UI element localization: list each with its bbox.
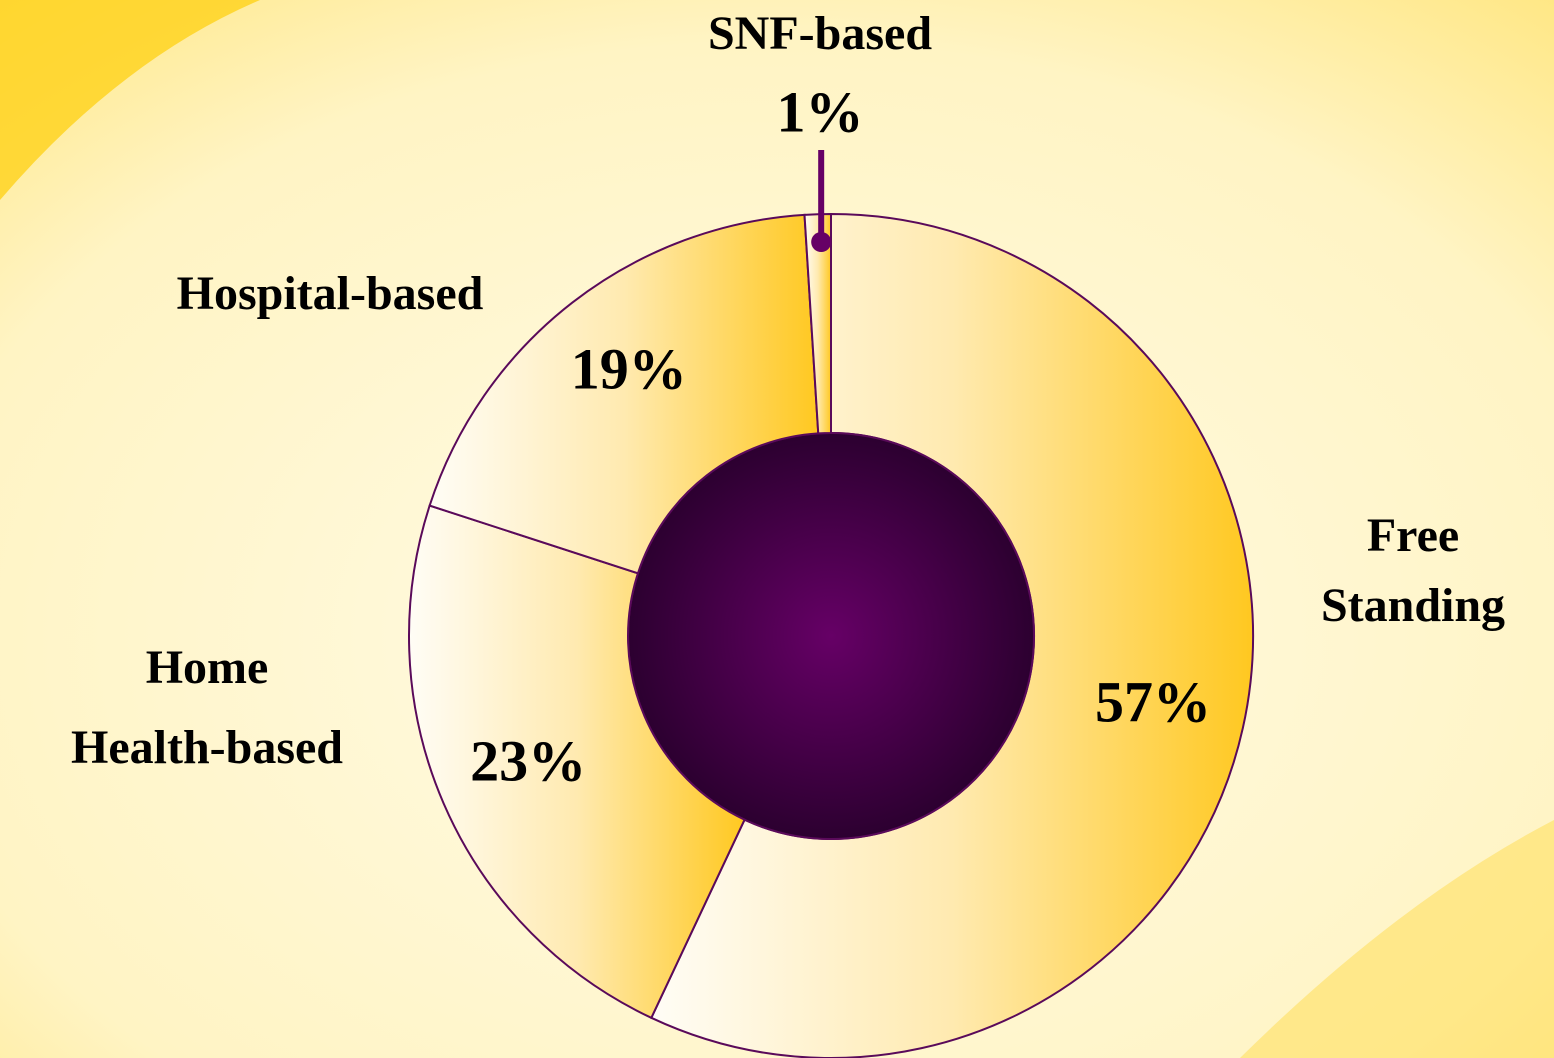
label-line: Free (1367, 509, 1459, 562)
slice (428, 213, 820, 575)
swoosh (0, 0, 260, 200)
slice (408, 504, 746, 1020)
label-line: Home (146, 641, 269, 694)
value-label: 1% (777, 79, 864, 144)
swoosh (1240, 820, 1554, 1058)
value-label: 19% (571, 337, 687, 402)
label-line: Health-based (71, 721, 343, 774)
slice (803, 212, 832, 435)
category-label: Free Standing (1321, 509, 1505, 632)
value-label: 23% (470, 728, 586, 793)
label-line: Standing (1321, 579, 1505, 632)
value-label: 57% (1095, 669, 1211, 734)
donut-hole (627, 432, 1035, 840)
category-label: Hospital-based (177, 267, 484, 320)
category-label: SNF-based (708, 7, 932, 60)
leader-dot (811, 232, 832, 252)
category-label: Home Health-based (71, 641, 343, 774)
